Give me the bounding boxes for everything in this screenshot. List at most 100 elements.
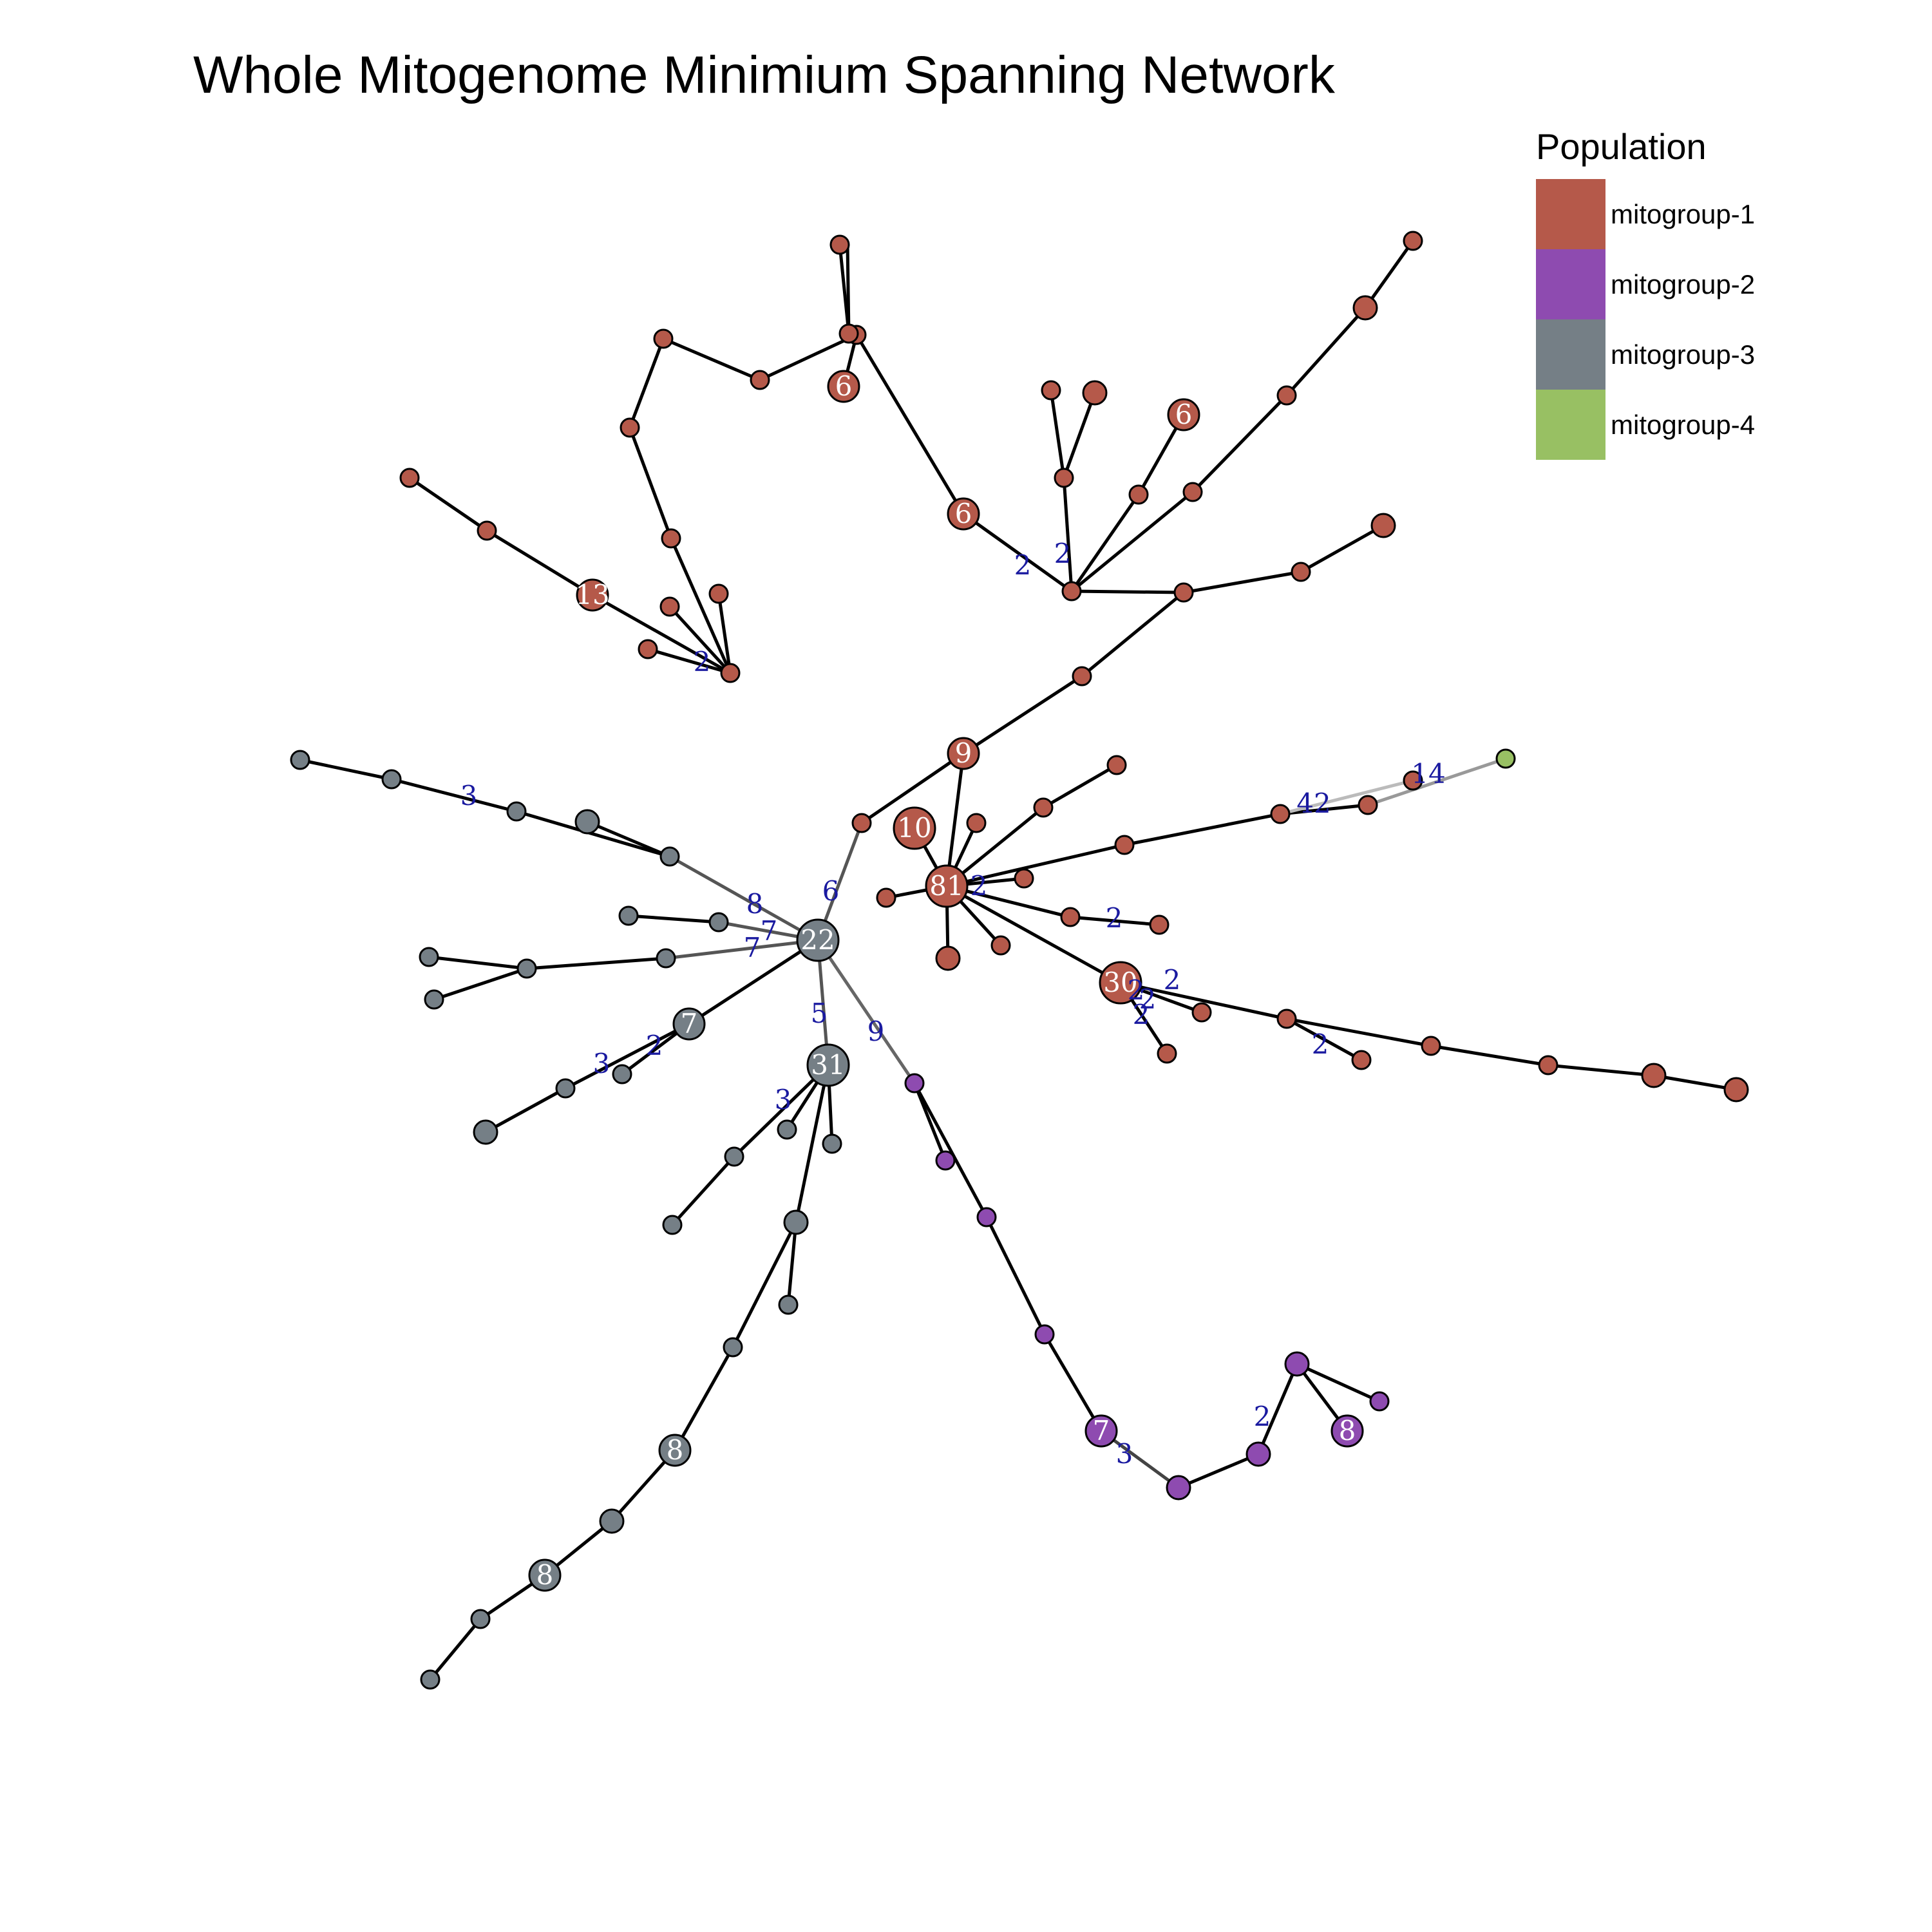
network-edge [759,333,858,382]
network-node [1191,1002,1212,1023]
network-node [659,846,680,867]
node-label: 22 [800,924,835,956]
legend-label: mitogroup-4 [1611,409,1756,440]
node-circle [990,935,1011,956]
network-edge [408,476,488,533]
network-node [290,750,310,770]
network-node [1358,795,1378,815]
node-circle [1033,797,1054,818]
network-edge [564,1022,690,1090]
network-edge [860,752,965,825]
network-node [574,809,600,835]
node-circle [1128,484,1149,505]
node-circle [1421,1036,1441,1056]
network-edge [1191,394,1288,493]
node-circle [1072,666,1092,687]
network-node [470,1609,491,1629]
network-node [1291,562,1311,582]
network-node [420,1669,440,1690]
node-circle [473,1119,498,1145]
network-node [1014,868,1034,889]
node-circle [659,596,680,617]
edge-label: 14 [1411,758,1445,790]
network-node [822,1133,842,1154]
network-node [1641,1063,1667,1088]
node-circle [806,1043,850,1087]
edge-label: 2 [1106,902,1123,934]
edge-label: 2 [1054,538,1072,569]
node-circle [653,328,674,349]
node-circle [1495,748,1516,769]
network-node [1403,231,1423,251]
network-node: 22 [796,918,840,962]
node-circle [659,846,680,867]
edge-label: 5 [811,998,828,1029]
legend-swatch [1536,390,1605,460]
network-edge [1548,1063,1654,1077]
network-node [1276,385,1297,406]
network-edge [669,537,732,674]
node-circle [1245,1441,1271,1467]
network-node [829,234,850,255]
node-circle [723,1337,743,1358]
network-node [777,1119,797,1140]
node-label: 13 [575,579,609,611]
network-node: 10 [893,806,936,850]
network-node [399,468,420,488]
network-edge [1062,392,1097,478]
network-edge [962,674,1083,755]
network-edge [1363,240,1415,309]
node-circle [658,1434,692,1467]
node-circle [620,417,640,438]
node-circle [1369,1391,1390,1412]
network-edge [628,914,719,924]
node-circle [1061,581,1082,601]
network-node [419,947,439,967]
network-node: 30 [1099,961,1142,1005]
node-circle [1082,380,1108,406]
network-edge [1367,757,1506,807]
network-edge [665,938,819,960]
network-edge [663,337,761,382]
node-circle [925,864,969,908]
network-node [661,528,681,549]
network-node [381,769,402,790]
network-node [1403,770,1423,791]
node-circle [976,1207,997,1227]
network-node [990,935,1011,956]
node-circle [708,583,729,604]
network-edge [628,427,673,539]
node-circle [1191,1002,1212,1023]
node-circle [1351,1050,1372,1070]
network-node [1352,295,1378,321]
network-edge [1062,477,1074,592]
node-circle [1723,1077,1749,1103]
edge-label: 2 [1014,549,1032,581]
legend-title: Population [1536,126,1707,167]
node-circle [1358,795,1378,815]
node-circle [528,1558,562,1592]
node-circle [506,801,527,822]
network-node [904,1073,925,1094]
network-edge [688,938,819,1026]
node-circle [1331,1414,1364,1448]
node-circle [1352,295,1378,321]
network-edge [1070,493,1141,592]
edge-label: 3 [460,780,478,811]
network-edge [671,1155,735,1226]
node-circle [1403,231,1423,251]
network-node [1054,468,1074,488]
network-edge [486,529,594,597]
node-circle [1084,1414,1118,1448]
network-edge [945,753,965,887]
node-circle [796,918,840,962]
node-circle [399,468,420,488]
edge-label: 2 [1312,1028,1329,1060]
node-circle [424,989,444,1010]
network-node: 9 [947,737,980,770]
edge-label: 7 [761,915,778,947]
node-circle [574,809,600,835]
legend-swatch [1536,249,1605,319]
node-label: 6 [835,370,853,402]
node-circle [618,905,639,926]
